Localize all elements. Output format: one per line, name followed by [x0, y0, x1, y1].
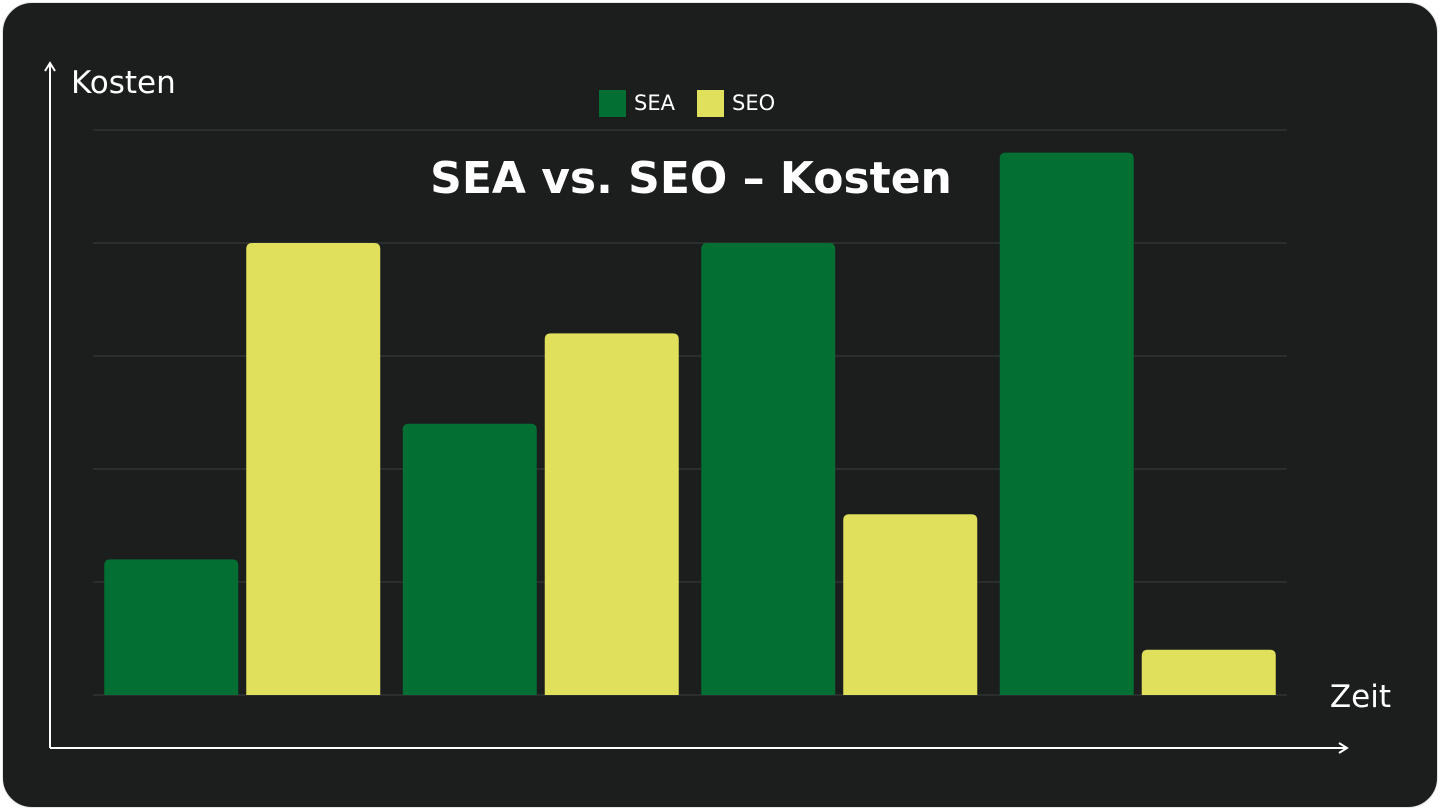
bars — [104, 152, 1276, 696]
legend-swatch-sea — [599, 90, 626, 117]
bar-sea-4 — [999, 152, 1134, 696]
x-axis-label: Zeit — [1330, 679, 1391, 715]
bar-sea-2 — [402, 423, 537, 695]
bar-seo-4 — [1141, 649, 1276, 695]
bar-sea-3 — [701, 243, 836, 695]
bar-seo-3 — [843, 514, 978, 695]
legend: SEA SEO — [599, 90, 775, 117]
y-axis-label: Kosten — [71, 65, 176, 101]
legend-swatch-seo — [697, 90, 724, 117]
chart-title: SEA vs. SEO – Kosten — [430, 153, 952, 204]
bar-chart: Kosten Zeit SEA SEO SEA vs. SEO – Kosten — [44, 61, 1391, 754]
legend-label-sea: SEA — [634, 91, 676, 115]
bar-seo-1 — [246, 243, 381, 695]
bar-sea-1 — [104, 559, 239, 695]
legend-label-seo: SEO — [732, 91, 775, 115]
bar-seo-2 — [544, 333, 679, 695]
